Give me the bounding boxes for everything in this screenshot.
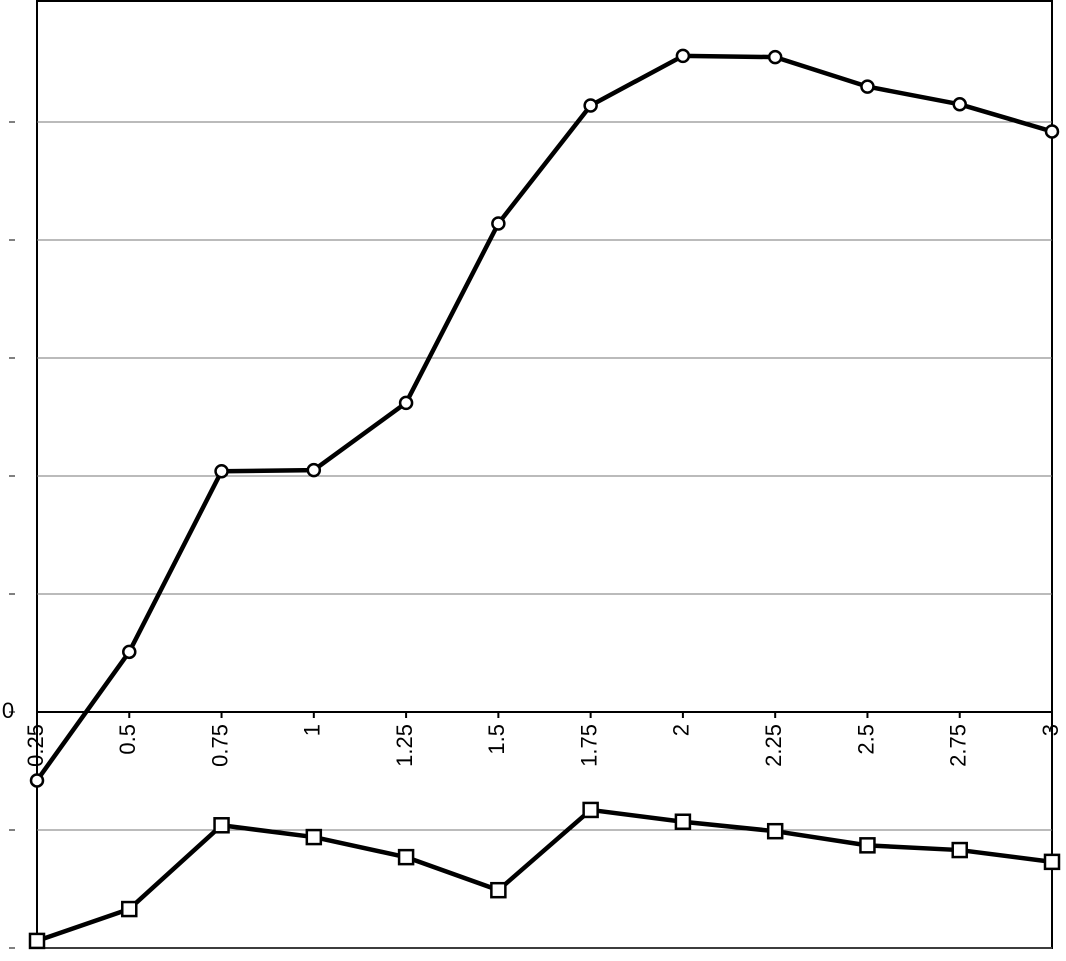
series-line (35, 53, 1053, 782)
marker (767, 49, 783, 65)
x-tick-label: 2.5 (853, 724, 878, 755)
marker (306, 462, 322, 478)
marker (305, 828, 323, 846)
y-tick-label: 0 (2, 698, 14, 723)
marker (583, 98, 598, 113)
x-tick-label: 2 (669, 724, 694, 736)
x-tick-label: 0.5 (115, 724, 140, 755)
x-tick-label: 2.75 (946, 724, 971, 767)
marker (675, 48, 691, 64)
marker (860, 79, 875, 94)
marker (213, 817, 230, 834)
x-tick-label: 1.5 (484, 724, 509, 755)
x-tick-label: 2.25 (761, 724, 786, 767)
marker (766, 822, 784, 840)
marker (952, 97, 967, 112)
marker (582, 801, 599, 819)
marker (859, 837, 876, 854)
marker (491, 216, 506, 231)
marker (1044, 124, 1060, 139)
marker (121, 900, 138, 918)
x-tick-label: 1.25 (392, 724, 417, 767)
x-tick-label: 3 (1038, 724, 1063, 736)
x-tick-label: 0.75 (207, 724, 232, 767)
marker (29, 773, 45, 788)
marker (951, 841, 968, 859)
x-tick-label: 0.25 (23, 724, 48, 767)
marker (398, 395, 414, 411)
marker (397, 848, 415, 866)
marker (674, 813, 692, 830)
marker (1043, 853, 1061, 871)
plot-frame (36, 0, 1053, 949)
series-line (36, 807, 1053, 944)
marker (28, 932, 46, 950)
x-tick-label: 1.75 (576, 724, 601, 767)
marker (490, 881, 507, 899)
marker (122, 644, 137, 660)
marker (214, 464, 229, 479)
x-tick-label: 1 (300, 724, 325, 736)
